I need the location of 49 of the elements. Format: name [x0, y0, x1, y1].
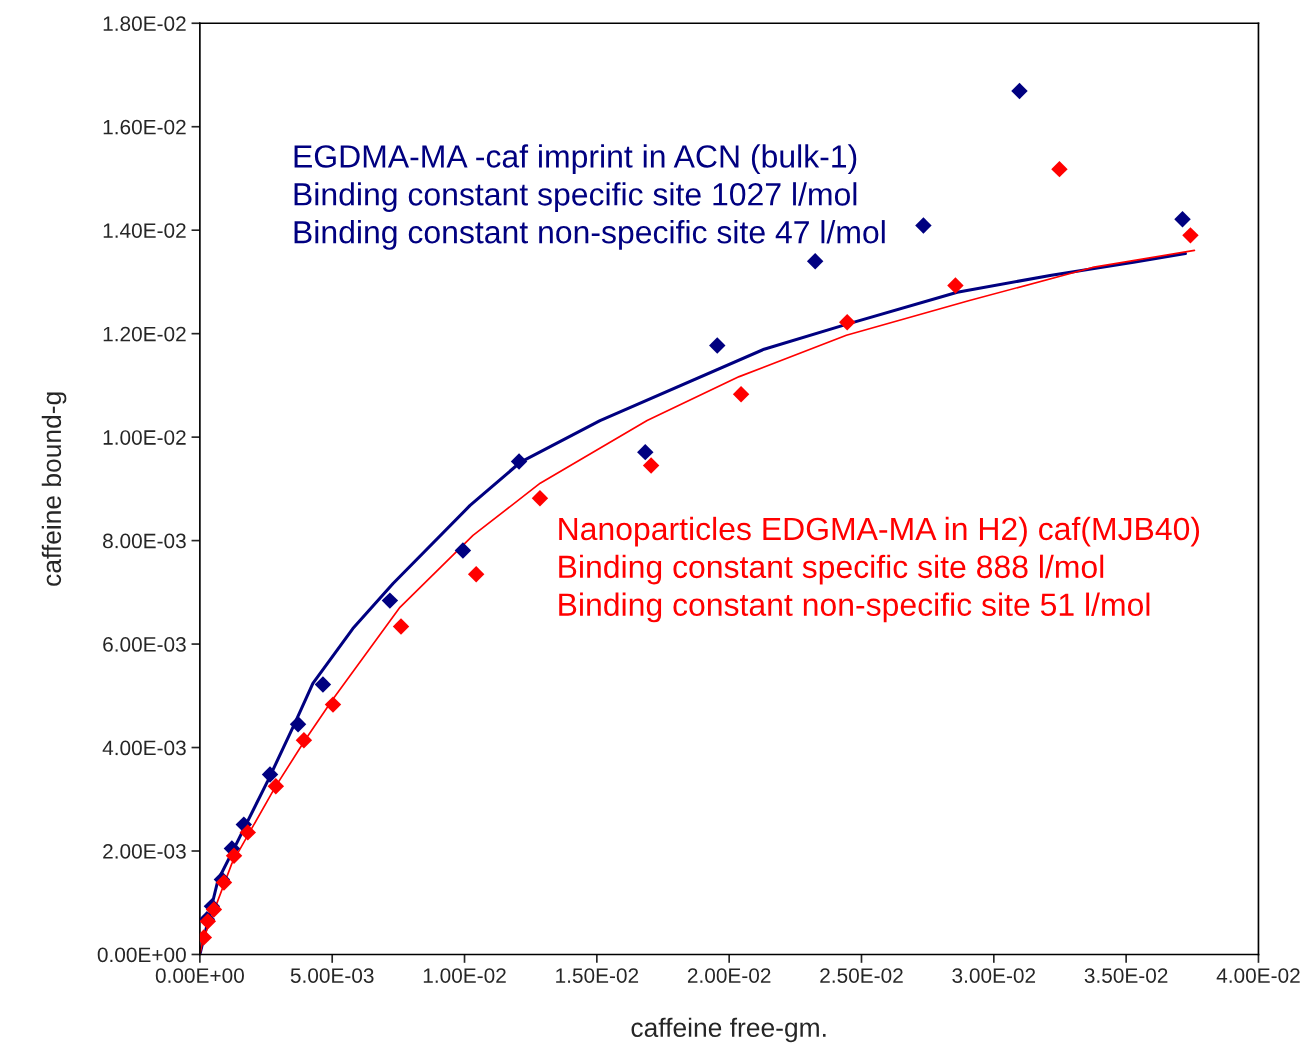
point — [225, 847, 243, 864]
x-tick-label: 3.50E-02 — [1084, 968, 1168, 983]
x-tick-label: 2.00E-02 — [687, 968, 771, 983]
point — [732, 385, 750, 403]
point — [295, 732, 313, 749]
point — [324, 696, 342, 713]
point — [709, 337, 726, 354]
point — [806, 253, 824, 270]
x-axis-title: caffeine free-gm. — [631, 1017, 826, 1043]
x-tick-label: 2.50E-02 — [820, 968, 903, 983]
point — [1051, 160, 1068, 178]
point — [637, 443, 654, 461]
point — [642, 457, 660, 474]
point — [1011, 82, 1028, 100]
point — [289, 716, 307, 733]
x-tick-label: 1.00E-02 — [423, 968, 506, 983]
y-tick-label: 0.00E+00 — [97, 947, 186, 963]
point — [838, 314, 856, 331]
y-tick-label: 1.20E-02 — [103, 326, 186, 342]
point — [267, 778, 285, 795]
x-tick-label: 1.50E-02 — [556, 968, 639, 983]
y-tick-label: 1.80E-02 — [103, 16, 186, 32]
x-tick-label: 5.00E-03 — [290, 968, 374, 983]
y-tick-label: 1.40E-02 — [103, 223, 186, 238]
point — [261, 766, 279, 783]
x-tick-label: 0.00E+00 — [155, 968, 244, 983]
point — [239, 824, 256, 841]
point — [1174, 211, 1191, 228]
y-tick-label: 8.00E-03 — [103, 533, 186, 549]
y-tick-label: 2.00E-03 — [103, 844, 186, 859]
y-tick-label: 1.00E-02 — [103, 430, 186, 445]
annotation: Nanoparticles EDGMA-MA in H2) caf(MJB40) Binding constant specific site 888 l/mol Binding constant non-specific site 51 l/mol — [559, 516, 1200, 623]
y-tick-label: 4.00E-03 — [102, 740, 186, 756]
y-tick-label: 1.60E-02 — [103, 119, 186, 135]
point — [510, 453, 528, 470]
point — [314, 676, 332, 693]
point — [531, 489, 549, 507]
x-tick-label: 3.00E-02 — [952, 968, 1036, 983]
point — [947, 277, 964, 294]
x-tick-label: 4.00E-02 — [1216, 968, 1300, 983]
y-axis-title: caffeine bound-g — [41, 392, 67, 586]
point — [1182, 227, 1199, 244]
point — [392, 618, 410, 635]
point — [467, 566, 485, 583]
y-tick-label: 6.00E-03 — [103, 637, 186, 652]
point — [454, 542, 472, 559]
point — [915, 217, 932, 234]
point — [381, 592, 399, 609]
annotation: EGDMA-MA -caf imprint in ACN (bulk-1) Binding constant specific site 1027 l/mol Binding constant non-specific site 47 l/mol — [294, 144, 885, 250]
